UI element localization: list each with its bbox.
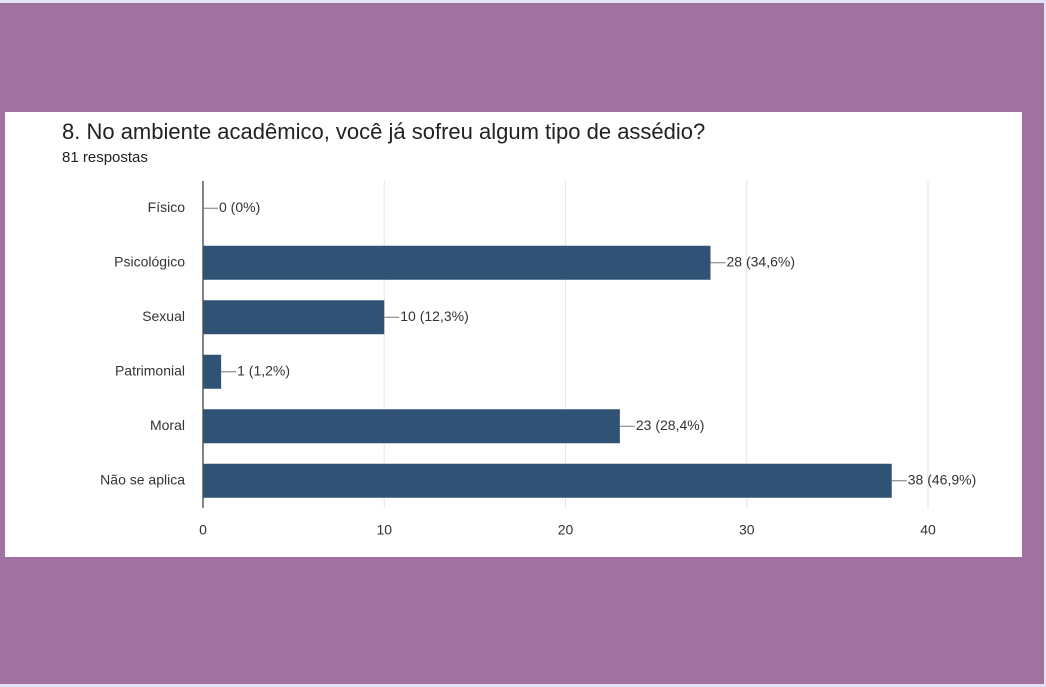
y-tick-label: Não se aplica bbox=[100, 471, 185, 487]
x-tick-label: 0 bbox=[199, 522, 207, 538]
bar bbox=[203, 409, 620, 444]
x-tick-label: 10 bbox=[376, 522, 392, 538]
bar bbox=[203, 300, 385, 335]
bar bbox=[203, 354, 222, 389]
bar bbox=[203, 245, 711, 280]
x-tick-label: 20 bbox=[558, 522, 574, 538]
chart-subtitle: 81 respostas bbox=[62, 149, 148, 166]
value-label: 28 (34,6%) bbox=[727, 253, 795, 269]
y-tick-label: Físico bbox=[148, 199, 186, 215]
chart-title: 8. No ambiente acadêmico, você já sofreu… bbox=[62, 119, 705, 144]
y-tick-label: Moral bbox=[150, 417, 185, 433]
value-label: 38 (46,9%) bbox=[908, 471, 976, 487]
y-tick-label: Patrimonial bbox=[115, 362, 185, 378]
bar bbox=[203, 463, 892, 498]
value-label: 23 (28,4%) bbox=[636, 417, 704, 433]
x-tick-label: 30 bbox=[739, 522, 755, 538]
y-tick-label: Sexual bbox=[142, 308, 185, 324]
value-label: 1 (1,2%) bbox=[237, 362, 290, 378]
value-label: 10 (12,3%) bbox=[400, 308, 468, 324]
x-tick-label: 40 bbox=[920, 522, 936, 538]
y-tick-label: Psicológico bbox=[114, 253, 185, 269]
value-label: 0 (0%) bbox=[219, 199, 260, 215]
